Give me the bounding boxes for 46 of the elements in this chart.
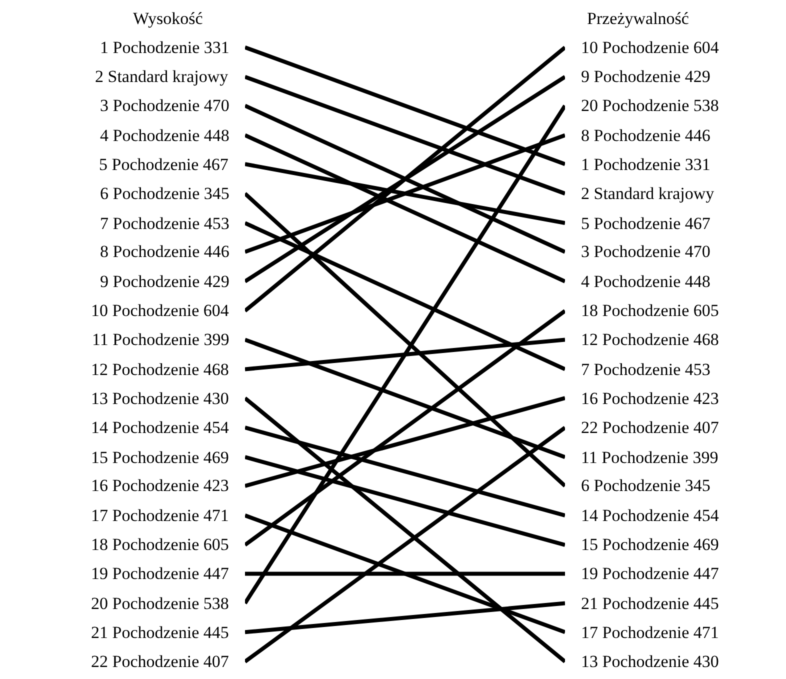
series-label: 21 Pochodzenie 445 xyxy=(581,594,719,613)
text: 9 Pochodzenie 429 xyxy=(581,67,710,86)
series-label: 5 Pochodzenie 467 xyxy=(581,214,711,233)
text: 14 Pochodzenie 454 xyxy=(91,418,229,437)
text: 18 Pochodzenie 605 xyxy=(91,535,229,554)
series-label: 1 Pochodzenie 331 xyxy=(100,38,230,57)
text: 20 Pochodzenie 538 xyxy=(91,594,229,613)
text: 4 Pochodzenie 448 xyxy=(581,272,710,291)
text: 11 Pochodzenie 399 xyxy=(581,448,718,467)
text: Przeżywalność xyxy=(587,9,690,28)
series-label: 16 Pochodzenie 423 xyxy=(581,389,719,408)
series-label: 10 Pochodzenie 604 xyxy=(581,38,720,57)
text: Wysokość xyxy=(133,9,204,28)
series-label: 14 Pochodzenie 454 xyxy=(581,506,720,525)
text: 10 Pochodzenie 604 xyxy=(91,301,229,320)
text: 2 Standard krajowy xyxy=(95,67,228,86)
text: 5 Pochodzenie 467 xyxy=(99,155,228,174)
series-label: 12 Pochodzenie 468 xyxy=(581,330,719,349)
text: 12 Pochodzenie 468 xyxy=(91,360,229,379)
series-label: 11 Pochodzenie 399 xyxy=(92,330,230,349)
series-label: 17 Pochodzenie 471 xyxy=(581,623,719,642)
series-label: 7 Pochodzenie 453 xyxy=(100,214,230,233)
text: 16 Pochodzenie 423 xyxy=(91,476,229,495)
series-label: 20 Pochodzenie 538 xyxy=(581,96,719,115)
text: 13 Pochodzenie 430 xyxy=(91,389,229,408)
series-label: 18 Pochodzenie 605 xyxy=(581,301,719,320)
series-label: 9 Pochodzenie 429 xyxy=(100,272,230,291)
text: 22 Pochodzenie 407 xyxy=(91,652,229,671)
series-label: 22 Pochodzenie 407 xyxy=(581,418,720,437)
text: 21 Pochodzenie 445 xyxy=(91,623,229,642)
text: 7 Pochodzenie 453 xyxy=(581,360,710,379)
text: 17 Pochodzenie 471 xyxy=(91,506,229,525)
series-label: 13 Pochodzenie 430 xyxy=(581,652,719,671)
text: 15 Pochodzenie 469 xyxy=(91,448,229,467)
series-label: 19 Pochodzenie 447 xyxy=(581,564,720,583)
series-label: 2 Standard krajowy xyxy=(581,184,715,203)
text: 19 Pochodzenie 447 xyxy=(91,564,229,583)
series-label: 15 Pochodzenie 469 xyxy=(581,535,719,554)
text: 8 Pochodzenie 446 xyxy=(581,126,710,145)
series-label: 3 Pochodzenie 470 xyxy=(100,96,230,115)
series-label: 6 Pochodzenie 345 xyxy=(100,184,230,203)
text: 6 Pochodzenie 345 xyxy=(581,476,710,495)
series-label: 4 Pochodzenie 448 xyxy=(100,126,230,145)
text: 3 Pochodzenie 470 xyxy=(581,242,710,261)
series-label: 8 Pochodzenie 446 xyxy=(100,242,230,261)
text: 1 Pochodzenie 331 xyxy=(581,155,710,174)
